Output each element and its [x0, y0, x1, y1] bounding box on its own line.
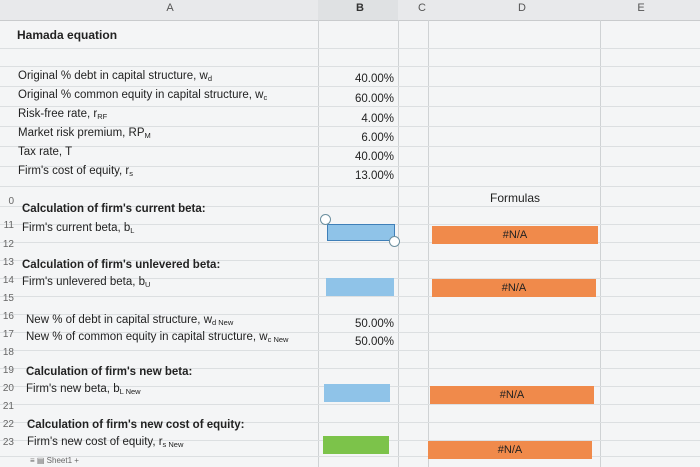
row-number[interactable]: 13: [2, 257, 14, 268]
sheet-tab[interactable]: ≡ ▤ Sheet1 +: [30, 456, 79, 465]
grid-line: [600, 20, 601, 467]
input-value-rpm[interactable]: 6.00%: [361, 132, 394, 144]
input-label-rrf[interactable]: Risk-free rate, rRF: [18, 108, 108, 121]
selection-handle[interactable]: [320, 214, 331, 225]
current-beta-formula-cell[interactable]: [432, 226, 598, 244]
input-label-rs[interactable]: Firm's cost of equity, rs: [18, 165, 134, 178]
current-beta-result: #N/A: [502, 229, 528, 241]
new-cost-label[interactable]: Firm's new cost of equity, rs New: [27, 436, 184, 449]
column-header-bar: A B C D E: [0, 0, 700, 21]
selection-handle[interactable]: [389, 236, 400, 247]
row-number[interactable]: 21: [2, 401, 14, 412]
column-header-d[interactable]: D: [518, 2, 526, 14]
sheet-tab-icon: ≡ ▤: [30, 456, 47, 465]
new-wc-label[interactable]: New % of common equity in capital struct…: [26, 331, 289, 344]
input-value-rs[interactable]: 13.00%: [354, 170, 394, 182]
column-header-e[interactable]: E: [637, 2, 645, 14]
unlevered-beta-result: #N/A: [501, 282, 527, 294]
new-cost-input-cell[interactable]: [323, 436, 389, 454]
new-cost-heading: Calculation of firm's new cost of equity…: [27, 419, 245, 431]
row-number[interactable]: 16: [2, 311, 14, 322]
row-number[interactable]: 19: [2, 365, 14, 376]
row-number[interactable]: 23: [2, 437, 14, 448]
new-wd-label[interactable]: New % of debt in capital structure, wd N…: [26, 314, 234, 327]
input-value-wd[interactable]: 40.00%: [354, 73, 394, 85]
input-label-wd[interactable]: Original % debt in capital structure, wd: [18, 70, 213, 83]
unlevered-beta-label[interactable]: Firm's unlevered beta, bU: [22, 276, 151, 289]
unlevered-beta-heading: Calculation of firm's unlevered beta:: [22, 259, 221, 271]
input-label-rpm[interactable]: Market risk premium, RPM: [18, 127, 151, 140]
row-number[interactable]: 14: [2, 275, 14, 286]
new-wd-value[interactable]: 50.00%: [354, 318, 394, 330]
input-value-rrf[interactable]: 4.00%: [361, 113, 394, 125]
row-number[interactable]: 0: [8, 196, 14, 207]
input-value-wc[interactable]: 60.00%: [354, 93, 394, 105]
unlevered-beta-formula-cell[interactable]: [432, 279, 596, 297]
row-number[interactable]: 12: [2, 239, 14, 250]
new-beta-input-cell[interactable]: [324, 384, 390, 402]
unlevered-beta-input-cell[interactable]: [326, 278, 394, 296]
new-beta-heading: Calculation of firm's new beta:: [26, 366, 193, 378]
current-beta-input-cell[interactable]: [327, 224, 395, 241]
new-beta-label[interactable]: Firm's new beta, bL New: [26, 383, 141, 396]
add-sheet-icon[interactable]: +: [72, 456, 79, 465]
column-header-c[interactable]: C: [418, 2, 426, 14]
row-number[interactable]: 18: [2, 347, 14, 358]
current-beta-label[interactable]: Firm's current beta, bL: [22, 222, 135, 235]
input-value-tax[interactable]: 40.00%: [354, 151, 394, 163]
current-beta-heading: Calculation of firm's current beta:: [22, 203, 206, 215]
row-number[interactable]: 11: [3, 220, 14, 231]
new-cost-result: #N/A: [497, 444, 523, 456]
formulas-header: Formulas: [490, 191, 541, 205]
column-b-header-highlight: [318, 0, 398, 20]
input-label-wc[interactable]: Original % common equity in capital stru…: [18, 89, 268, 102]
input-label-tax[interactable]: Tax rate, T: [18, 146, 73, 158]
sheet-title: Hamada equation: [17, 28, 118, 42]
new-beta-formula-cell[interactable]: [430, 386, 594, 404]
column-header-b[interactable]: B: [356, 2, 364, 14]
grid-line: [428, 20, 429, 467]
new-beta-result: #N/A: [499, 389, 525, 401]
grid-line: [318, 20, 319, 467]
new-cost-formula-cell[interactable]: [428, 441, 592, 459]
new-wc-value[interactable]: 50.00%: [354, 336, 394, 348]
row-number[interactable]: 22: [2, 419, 14, 430]
row-number[interactable]: 15: [2, 293, 14, 304]
row-number[interactable]: 17: [2, 329, 14, 340]
column-header-a[interactable]: A: [166, 2, 174, 14]
row-number[interactable]: 20: [2, 383, 14, 394]
